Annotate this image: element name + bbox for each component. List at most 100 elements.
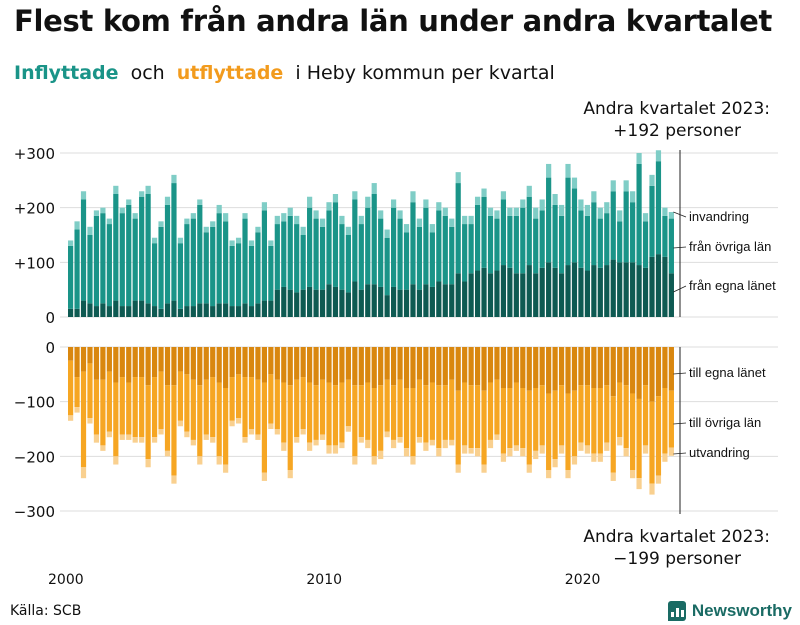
bar-out-utvandring-1 <box>74 407 80 413</box>
bar-in-egna-69 <box>513 273 519 317</box>
bar-in-invandring-74 <box>546 163 552 178</box>
bar-in-invandring-46 <box>365 196 371 208</box>
bar-in-ovriga-57 <box>436 210 442 282</box>
bar-in-invandring-62 <box>468 215 474 225</box>
bar-in-egna-10 <box>132 300 138 317</box>
bar-out-egna-55 <box>423 347 429 386</box>
bar-out-egna-2 <box>80 347 87 372</box>
bar-in-egna-6 <box>106 306 112 317</box>
bar-out-utvandring-7 <box>113 456 119 465</box>
bar-out-ovriga-27 <box>242 377 248 438</box>
bar-in-egna-85 <box>617 262 623 317</box>
bar-in-egna-47 <box>371 284 377 317</box>
bar-in-invandring-40 <box>326 202 332 211</box>
bar-out-utvandring-41 <box>332 445 339 454</box>
bar-out-utvandring-48 <box>378 450 384 460</box>
bar-out-egna-56 <box>429 347 435 383</box>
bar-in-egna-40 <box>326 284 332 317</box>
bar-out-utvandring-14 <box>158 429 164 435</box>
bar-out-egna-67 <box>500 347 507 388</box>
bar-in-egna-45 <box>358 289 364 317</box>
bar-in-egna-26 <box>235 306 242 317</box>
bar-out-ovriga-68 <box>507 388 513 449</box>
bar-out-utvandring-72 <box>533 450 539 460</box>
bar-in-ovriga-81 <box>591 202 597 266</box>
bar-in-ovriga-54 <box>416 226 423 290</box>
chart-title: Flest kom från andra län under andra kva… <box>14 4 773 38</box>
bar-in-egna-19 <box>190 306 196 317</box>
bar-in-egna-51 <box>397 289 403 317</box>
bar-out-ovriga-78 <box>571 390 578 457</box>
bar-in-egna-54 <box>416 289 423 317</box>
bar-out-ovriga-43 <box>345 379 351 427</box>
bar-in-ovriga-3 <box>87 235 93 304</box>
bar-in-invandring-87 <box>630 191 636 203</box>
bar-in-ovriga-11 <box>139 196 145 301</box>
bar-in-invandring-61 <box>462 215 468 225</box>
bar-out-egna-64 <box>481 347 487 391</box>
bar-out-egna-38 <box>313 347 319 386</box>
newsworthy-brand[interactable]: Newsworthy <box>667 601 792 621</box>
bar-in-ovriga-2 <box>80 199 87 301</box>
bar-out-utvandring-25 <box>229 420 235 427</box>
bar-in-egna-90 <box>649 256 655 317</box>
bar-out-egna-84 <box>610 347 616 397</box>
bar-out-egna-72 <box>533 347 539 388</box>
bar-in-ovriga-71 <box>526 196 532 266</box>
bar-out-utvandring-78 <box>571 456 578 465</box>
bar-out-utvandring-65 <box>487 439 494 449</box>
bar-in-ovriga-67 <box>500 199 507 266</box>
bar-in-invandring-76 <box>558 204 565 216</box>
bar-in-ovriga-9 <box>126 204 132 307</box>
bar-out-egna-22 <box>210 347 216 378</box>
bar-out-ovriga-65 <box>487 382 494 440</box>
subtitle-inflyttade: Inflyttade <box>14 62 119 84</box>
bar-out-egna-28 <box>248 347 255 378</box>
bar-out-egna-11 <box>139 347 145 378</box>
bar-out-egna-53 <box>410 347 416 388</box>
bar-in-invandring-16 <box>171 174 177 184</box>
bar-out-egna-24 <box>223 347 229 388</box>
bar-out-egna-12 <box>145 347 151 386</box>
bar-out-ovriga-44 <box>352 385 358 457</box>
bar-in-invandring-28 <box>248 240 255 246</box>
bar-out-ovriga-83 <box>604 385 610 443</box>
bar-out-utvandring-45 <box>358 437 364 443</box>
bar-out-utvandring-77 <box>565 470 571 479</box>
bar-out-egna-21 <box>203 347 209 380</box>
bar-out-egna-88 <box>636 347 642 399</box>
bar-out-ovriga-9 <box>126 382 132 435</box>
bar-in-invandring-86 <box>623 180 629 192</box>
bar-out-utvandring-19 <box>190 439 196 446</box>
bar-in-ovriga-84 <box>610 191 616 260</box>
bar-in-egna-39 <box>319 289 326 317</box>
series-label-till_ovriga_lan: till övriga län <box>689 415 761 430</box>
series-label-leader-fran_ovriga_lan <box>673 246 687 249</box>
bar-in-ovriga-56 <box>429 232 435 287</box>
subtitle-utflyttade: utflyttade <box>176 62 284 84</box>
bar-in-ovriga-69 <box>513 215 519 274</box>
bar-in-egna-84 <box>610 259 616 317</box>
bar-in-egna-13 <box>151 306 158 317</box>
bar-in-invandring-52 <box>403 224 410 233</box>
bar-in-invandring-90 <box>649 174 655 186</box>
bar-out-egna-52 <box>403 347 410 388</box>
bar-in-egna-33 <box>281 286 287 317</box>
bar-out-egna-81 <box>591 347 597 388</box>
bar-in-invandring-10 <box>132 213 138 219</box>
bar-in-invandring-5 <box>100 207 106 214</box>
bar-in-ovriga-8 <box>119 213 125 307</box>
series-label-leader-till_egna_lanet <box>673 372 687 375</box>
bar-out-ovriga-32 <box>274 379 280 429</box>
bar-in-egna-38 <box>313 289 319 317</box>
bar-in-egna-0 <box>68 308 74 317</box>
bar-out-ovriga-23 <box>216 382 222 457</box>
bar-in-ovriga-55 <box>423 207 429 285</box>
bar-out-egna-57 <box>436 347 442 386</box>
bar-in-invandring-85 <box>617 210 623 222</box>
bar-in-ovriga-51 <box>397 218 403 290</box>
bar-in-invandring-75 <box>552 194 558 205</box>
bar-out-egna-26 <box>235 347 242 375</box>
bar-in-invandring-70 <box>520 199 526 208</box>
bar-in-ovriga-6 <box>106 224 112 307</box>
